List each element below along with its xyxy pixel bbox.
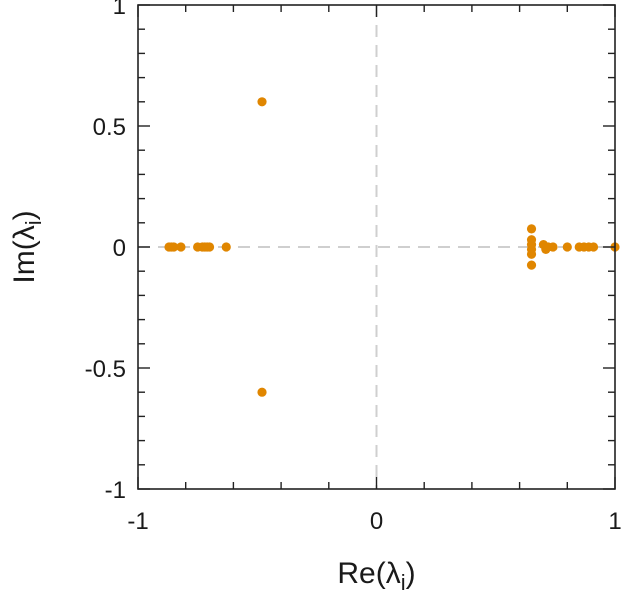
y-tick-label: 0 bbox=[113, 235, 126, 262]
data-point bbox=[562, 242, 572, 252]
y-tick-label: 1 bbox=[113, 0, 126, 20]
data-point bbox=[257, 97, 267, 107]
x-axis-label: Re(λi) bbox=[337, 557, 415, 595]
y-tick-label: 0.5 bbox=[93, 114, 126, 141]
x-tick-label: 0 bbox=[370, 508, 383, 535]
data-point bbox=[257, 387, 267, 397]
y-axis-label: Im(λi) bbox=[8, 210, 46, 283]
data-points bbox=[164, 97, 620, 397]
y-tick-label: -0.5 bbox=[85, 356, 126, 383]
data-point bbox=[588, 242, 599, 252]
tick-labels: -1 0 1 -1 -0.5 0 0.5 1 bbox=[85, 0, 622, 535]
data-point bbox=[526, 249, 537, 259]
x-tick-label: 1 bbox=[608, 508, 621, 535]
data-point bbox=[204, 242, 215, 252]
data-point bbox=[169, 242, 179, 252]
data-point bbox=[221, 242, 231, 252]
data-point bbox=[526, 224, 537, 234]
x-tick-label: -1 bbox=[127, 508, 148, 535]
zero-reference-lines bbox=[138, 5, 615, 489]
data-point bbox=[526, 260, 537, 270]
axis-ticks bbox=[137, 4, 616, 490]
data-point bbox=[548, 242, 558, 252]
data-point bbox=[176, 242, 186, 252]
y-tick-label: -1 bbox=[105, 477, 126, 504]
